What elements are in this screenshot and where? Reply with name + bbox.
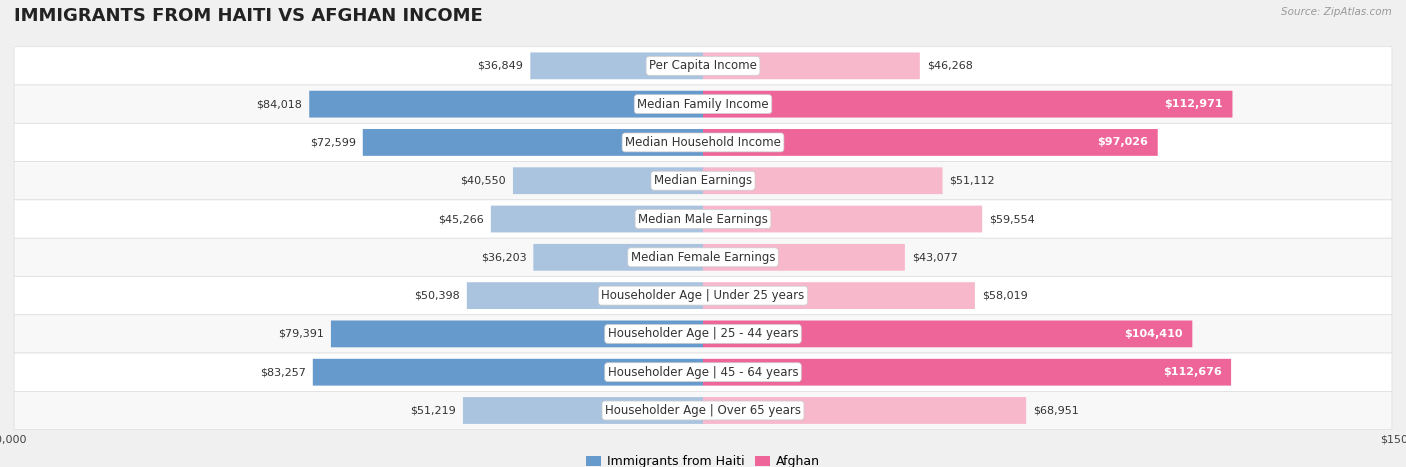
Text: Median Family Income: Median Family Income [637, 98, 769, 111]
Text: $112,971: $112,971 [1164, 99, 1223, 109]
FancyBboxPatch shape [14, 162, 1392, 200]
FancyBboxPatch shape [330, 320, 703, 347]
FancyBboxPatch shape [703, 282, 974, 309]
Text: $45,266: $45,266 [439, 214, 484, 224]
Text: $46,268: $46,268 [927, 61, 973, 71]
Text: $58,019: $58,019 [981, 290, 1028, 301]
Text: IMMIGRANTS FROM HAITI VS AFGHAN INCOME: IMMIGRANTS FROM HAITI VS AFGHAN INCOME [14, 7, 482, 25]
Text: $40,550: $40,550 [460, 176, 506, 186]
Text: $51,112: $51,112 [949, 176, 995, 186]
FancyBboxPatch shape [703, 167, 942, 194]
Text: $72,599: $72,599 [309, 137, 356, 148]
Text: Per Capita Income: Per Capita Income [650, 59, 756, 72]
FancyBboxPatch shape [14, 47, 1392, 85]
Text: $36,849: $36,849 [478, 61, 523, 71]
FancyBboxPatch shape [703, 205, 983, 233]
FancyBboxPatch shape [467, 282, 703, 309]
Legend: Immigrants from Haiti, Afghan: Immigrants from Haiti, Afghan [581, 450, 825, 467]
FancyBboxPatch shape [14, 200, 1392, 238]
Text: $97,026: $97,026 [1098, 137, 1149, 148]
Text: $104,410: $104,410 [1125, 329, 1182, 339]
FancyBboxPatch shape [309, 91, 703, 118]
FancyBboxPatch shape [463, 397, 703, 424]
Text: Median Earnings: Median Earnings [654, 174, 752, 187]
FancyBboxPatch shape [14, 85, 1392, 123]
FancyBboxPatch shape [513, 167, 703, 194]
Text: Householder Age | 45 - 64 years: Householder Age | 45 - 64 years [607, 366, 799, 379]
FancyBboxPatch shape [14, 315, 1392, 353]
FancyBboxPatch shape [14, 353, 1392, 391]
Text: $36,203: $36,203 [481, 252, 526, 262]
Text: $50,398: $50,398 [413, 290, 460, 301]
FancyBboxPatch shape [533, 244, 703, 271]
Text: $59,554: $59,554 [990, 214, 1035, 224]
FancyBboxPatch shape [530, 52, 703, 79]
Text: Source: ZipAtlas.com: Source: ZipAtlas.com [1281, 7, 1392, 17]
FancyBboxPatch shape [703, 397, 1026, 424]
Text: Householder Age | 25 - 44 years: Householder Age | 25 - 44 years [607, 327, 799, 340]
FancyBboxPatch shape [14, 276, 1392, 315]
Text: $68,951: $68,951 [1033, 405, 1078, 416]
FancyBboxPatch shape [14, 391, 1392, 430]
Text: $43,077: $43,077 [912, 252, 957, 262]
FancyBboxPatch shape [703, 52, 920, 79]
FancyBboxPatch shape [703, 359, 1232, 386]
Text: Householder Age | Over 65 years: Householder Age | Over 65 years [605, 404, 801, 417]
Text: $51,219: $51,219 [411, 405, 456, 416]
FancyBboxPatch shape [14, 238, 1392, 276]
FancyBboxPatch shape [703, 129, 1157, 156]
Text: Householder Age | Under 25 years: Householder Age | Under 25 years [602, 289, 804, 302]
Text: $83,257: $83,257 [260, 367, 305, 377]
Text: Median Male Earnings: Median Male Earnings [638, 212, 768, 226]
FancyBboxPatch shape [363, 129, 703, 156]
FancyBboxPatch shape [491, 205, 703, 233]
FancyBboxPatch shape [703, 320, 1192, 347]
Text: $84,018: $84,018 [256, 99, 302, 109]
Text: $79,391: $79,391 [278, 329, 323, 339]
Text: Median Household Income: Median Household Income [626, 136, 780, 149]
FancyBboxPatch shape [703, 91, 1233, 118]
FancyBboxPatch shape [312, 359, 703, 386]
FancyBboxPatch shape [703, 244, 905, 271]
Text: Median Female Earnings: Median Female Earnings [631, 251, 775, 264]
FancyBboxPatch shape [14, 123, 1392, 162]
Text: $112,676: $112,676 [1163, 367, 1222, 377]
